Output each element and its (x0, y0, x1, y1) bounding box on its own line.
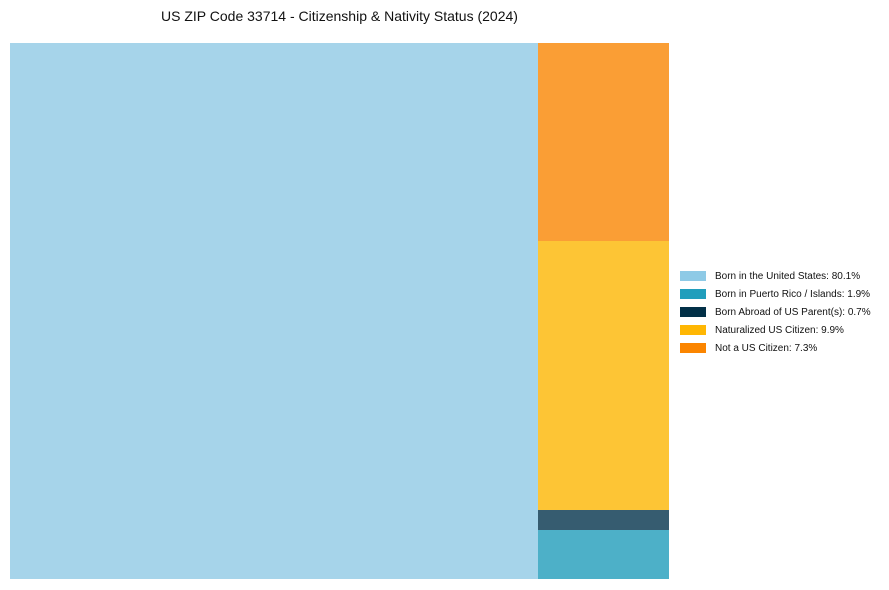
legend-label: Not a US Citizen: 7.3% (715, 342, 818, 354)
legend: Born in the United States: 80.1% Born in… (680, 267, 871, 357)
legend-item-born-abroad: Born Abroad of US Parent(s): 0.7% (680, 303, 871, 321)
legend-swatch (680, 343, 706, 353)
tile-born-abroad-us-parents (538, 510, 669, 530)
legend-label: Born in Puerto Rico / Islands: 1.9% (715, 288, 871, 300)
legend-label: Born Abroad of US Parent(s): 0.7% (715, 306, 871, 318)
legend-label: Naturalized US Citizen: 9.9% (715, 324, 844, 336)
legend-item-naturalized: Naturalized US Citizen: 9.9% (680, 321, 871, 339)
tile-naturalized-citizen (538, 241, 669, 510)
treemap-plot-area (10, 43, 669, 579)
tile-born-in-us (10, 43, 538, 579)
tile-born-puerto-rico (538, 530, 669, 579)
legend-swatch (680, 325, 706, 335)
chart-title: US ZIP Code 33714 - Citizenship & Nativi… (161, 8, 518, 24)
legend-item-born-puerto-rico: Born in Puerto Rico / Islands: 1.9% (680, 285, 871, 303)
legend-swatch (680, 271, 706, 281)
legend-item-not-citizen: Not a US Citizen: 7.3% (680, 339, 871, 357)
legend-item-born-us: Born in the United States: 80.1% (680, 267, 871, 285)
legend-swatch (680, 289, 706, 299)
legend-swatch (680, 307, 706, 317)
legend-label: Born in the United States: 80.1% (715, 270, 861, 282)
tile-not-us-citizen (538, 43, 669, 241)
